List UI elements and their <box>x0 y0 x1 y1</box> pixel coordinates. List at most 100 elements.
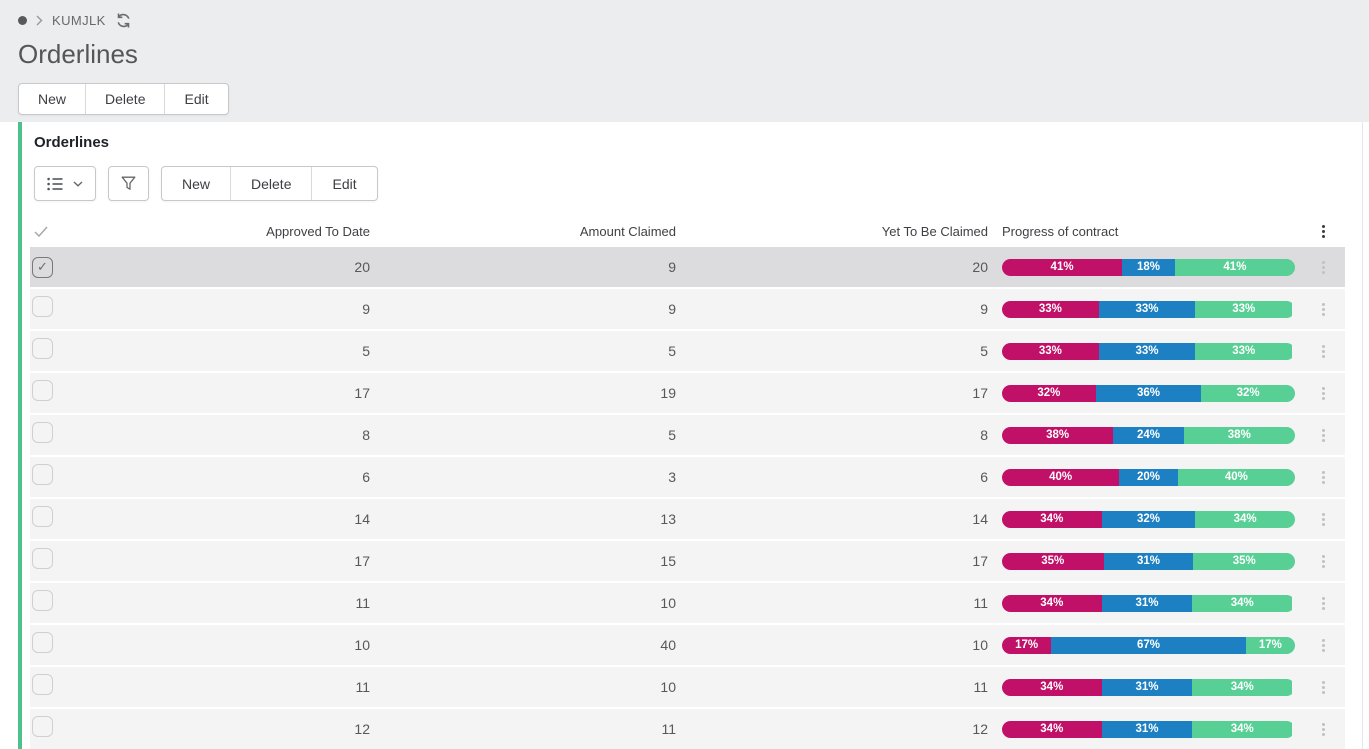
cell-approved-to-date: 14 <box>354 511 370 527</box>
cell-approved-to-date: 17 <box>354 553 370 569</box>
row-menu-icon[interactable] <box>1322 553 1325 570</box>
top-bar: KUMJLK Orderlines New Delete Edit <box>0 0 1369 122</box>
row-menu-icon[interactable] <box>1322 721 1325 738</box>
cell-approved-to-date: 11 <box>355 595 370 611</box>
table-row[interactable]: 10 40 10 17% 67% 17% <box>30 625 1345 665</box>
cell-yet-to-be-claimed: 17 <box>972 385 988 401</box>
select-all-check-icon[interactable] <box>30 226 70 237</box>
table-row[interactable]: 17 19 17 32% 36% 32% <box>30 373 1345 413</box>
delete-button[interactable]: Delete <box>85 84 164 114</box>
column-header-yet-to-be-claimed[interactable]: Yet To Be Claimed <box>881 223 988 239</box>
row-menu-icon[interactable] <box>1322 679 1325 696</box>
filter-funnel-icon <box>121 176 136 190</box>
cell-amount-claimed: 40 <box>660 637 676 653</box>
table-row[interactable]: 12 11 12 34% 31% 34% <box>30 709 1345 749</box>
refresh-icon[interactable] <box>115 12 132 29</box>
table-row[interactable]: 9 9 9 33% 33% 33% <box>30 289 1345 329</box>
row-menu-icon[interactable] <box>1322 343 1325 360</box>
progress-segment: 31% <box>1101 678 1193 696</box>
table-row[interactable]: 8 5 8 38% 24% 38% <box>30 415 1345 455</box>
progress-segment: 34% <box>1002 594 1102 612</box>
row-checkbox[interactable] <box>32 296 53 317</box>
progress-segment: 38% <box>1002 426 1114 444</box>
row-menu-icon[interactable] <box>1322 259 1325 276</box>
cell-approved-to-date: 8 <box>362 427 370 443</box>
row-menu-icon[interactable] <box>1322 511 1325 528</box>
column-header-approved-to-date[interactable]: Approved To Date <box>266 223 370 239</box>
column-header-amount-claimed[interactable]: Amount Claimed <box>579 223 676 239</box>
cell-amount-claimed: 5 <box>668 343 676 359</box>
progress-segment: 34% <box>1002 720 1102 738</box>
row-checkbox[interactable] <box>32 506 53 527</box>
table-row[interactable]: 20 9 20 41%18%41% <box>30 247 1345 287</box>
row-menu-icon[interactable] <box>1322 301 1325 318</box>
home-dot-icon[interactable] <box>18 15 27 25</box>
row-menu-icon[interactable] <box>1322 637 1325 654</box>
row-menu-icon[interactable] <box>1322 385 1325 402</box>
progress-segment: 33% <box>1195 342 1293 360</box>
progress-segment: 32% <box>1101 510 1196 528</box>
row-menu-icon[interactable] <box>1322 469 1325 486</box>
progress-bar: 35% 31% 35% <box>1002 552 1295 570</box>
cell-approved-to-date: 20 <box>354 259 370 275</box>
table-row[interactable]: 11 10 11 34% 31% 34% <box>30 667 1345 707</box>
progress-segment: 36% <box>1095 384 1202 402</box>
progress-segment: 34% <box>1192 720 1293 738</box>
cell-yet-to-be-claimed: 12 <box>972 721 988 737</box>
cell-approved-to-date: 11 <box>355 679 370 695</box>
row-checkbox[interactable] <box>32 422 53 443</box>
table-row[interactable]: 5 5 5 33% 33% 33% <box>30 331 1345 371</box>
panel-action-buttons: New Delete Edit <box>161 166 378 201</box>
row-checkbox[interactable] <box>32 338 53 359</box>
cell-approved-to-date: 17 <box>354 385 370 401</box>
new-button[interactable]: New <box>19 84 85 114</box>
row-checkbox[interactable] <box>32 590 53 611</box>
progress-segment: 32% <box>1201 384 1295 402</box>
panel-new-button[interactable]: New <box>162 167 230 200</box>
table-row[interactable]: 6 3 6 40% 20% 40% <box>30 457 1345 497</box>
panel-toolbar: New Delete Edit <box>34 166 1345 201</box>
filter-button[interactable] <box>108 166 149 201</box>
orderlines-panel: Orderlines New Delete Edit <box>18 122 1369 749</box>
cell-yet-to-be-claimed: 6 <box>980 469 988 485</box>
table-row[interactable]: 17 15 17 35% 31% 35% <box>30 541 1345 581</box>
progress-bar: 38% 24% 38% <box>1002 426 1295 444</box>
table-row[interactable]: 14 13 14 34% 32% 34% <box>30 499 1345 539</box>
row-checkbox[interactable] <box>32 256 53 278</box>
panel-edit-button[interactable]: Edit <box>311 167 376 200</box>
progress-segment: 40% <box>1177 468 1295 486</box>
breadcrumb-item[interactable]: KUMJLK <box>52 12 106 28</box>
row-checkbox[interactable] <box>32 464 53 485</box>
column-header-progress-of-contract[interactable]: Progress of contract <box>1002 223 1119 239</box>
progress-bar: 34% 32% 34% <box>1002 510 1295 528</box>
progress-bar: 17% 67% 17% <box>1002 636 1295 654</box>
progress-bar: 34% 31% 34% <box>1002 720 1295 738</box>
panel-delete-button[interactable]: Delete <box>230 167 311 200</box>
progress-segment: 33% <box>1002 300 1099 318</box>
column-options-icon[interactable] <box>1322 223 1325 240</box>
progress-segment: 35% <box>1193 552 1295 570</box>
row-checkbox[interactable] <box>32 632 53 653</box>
progress-segment: 34% <box>1002 510 1102 528</box>
row-checkbox[interactable] <box>32 380 53 401</box>
view-options-button[interactable] <box>34 166 96 201</box>
cell-yet-to-be-claimed: 8 <box>980 427 988 443</box>
row-menu-icon[interactable] <box>1322 427 1325 444</box>
progress-segment: 33% <box>1098 342 1196 360</box>
cell-yet-to-be-claimed: 14 <box>972 511 988 527</box>
progress-segment: 34% <box>1192 678 1293 696</box>
edit-button[interactable]: Edit <box>164 84 227 114</box>
progress-segment: 24% <box>1113 426 1184 444</box>
cell-yet-to-be-claimed: 9 <box>980 301 988 317</box>
row-checkbox[interactable] <box>32 716 53 737</box>
row-menu-icon[interactable] <box>1322 595 1325 612</box>
cell-amount-claimed: 11 <box>661 721 676 737</box>
cell-approved-to-date: 5 <box>362 343 370 359</box>
table-row[interactable]: 11 10 11 34% 31% 34% <box>30 583 1345 623</box>
progress-segment: 17% <box>1002 636 1052 654</box>
cell-amount-claimed: 15 <box>660 553 676 569</box>
row-checkbox[interactable] <box>32 548 53 569</box>
progress-bar: 32% 36% 32% <box>1002 384 1295 402</box>
cell-amount-claimed: 9 <box>668 259 676 275</box>
row-checkbox[interactable] <box>32 674 53 695</box>
